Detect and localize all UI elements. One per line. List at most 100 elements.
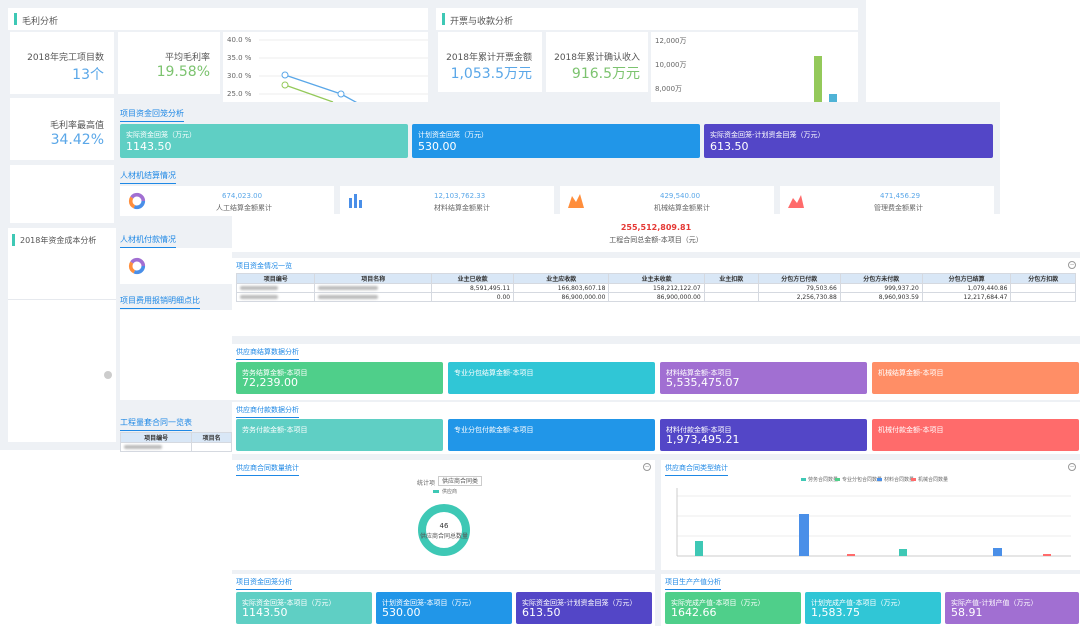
material-title: 人材机结算情况 bbox=[120, 170, 176, 184]
col-header: 业主应收款 bbox=[513, 273, 610, 284]
settle-tile-2-label: 专业分包结算金额-本项目 bbox=[454, 369, 534, 377]
pay-tile-3-label: 材料付款金额-本项目 bbox=[666, 426, 732, 434]
max-label: 毛利率最高值 bbox=[49, 121, 104, 131]
invoice-total-value: 1,053.5万元 bbox=[450, 66, 532, 82]
fund-tile-2-value: 530.00 bbox=[418, 140, 457, 153]
completed-label: 2018年完工项目数 bbox=[27, 53, 104, 63]
settle-tile-3: 材料结算金额-本项目 5,535,475.07 bbox=[660, 362, 867, 394]
table-cell: 1,079,440.86 bbox=[921, 283, 1012, 293]
pay-tile-3-value: 1,973,495.21 bbox=[666, 433, 740, 446]
settle-tile-4: 机械结算金额-本项目 bbox=[872, 362, 1079, 394]
contract-type-select[interactable]: 供应商合同类 bbox=[438, 476, 483, 486]
max-card: 毛利率最高值 34.42% bbox=[10, 98, 114, 160]
donut-chart bbox=[418, 504, 470, 556]
fc2-tile-2-value: 530.00 bbox=[382, 606, 421, 619]
material-item-4: 471,456.29 管理费金额累计 bbox=[780, 186, 994, 216]
material-1-value: 674,023.00 bbox=[222, 192, 263, 200]
collapse-icon[interactable]: − bbox=[1068, 261, 1076, 269]
col-header: 业主扣款 bbox=[703, 273, 759, 284]
legend-swatch bbox=[801, 478, 806, 481]
fund-tile-1: 实际资金回笼（万元） 1143.50 bbox=[120, 124, 408, 158]
fc2-tile-3-label: 实际资金回笼-计划资金回笼（万元） bbox=[522, 599, 637, 607]
table-cell: 86,900,000.00 bbox=[513, 292, 610, 302]
col-header: 分包方扣款 bbox=[1010, 273, 1076, 284]
cost-title: 2018年资金成本分析 bbox=[20, 236, 97, 245]
supplier-settle-panel: 供应商结算数据分析 劳务结算金额-本项目 72,239.00 专业分包结算金额-本… bbox=[232, 344, 1080, 400]
legend-swatch bbox=[835, 478, 840, 481]
out-tile-3-label: 实际产值-计划产值（万元） bbox=[951, 599, 1038, 607]
table-cell bbox=[119, 442, 193, 452]
inv-ytick-3: 8,000万 bbox=[655, 85, 683, 93]
blank-card bbox=[10, 165, 114, 223]
fund-tile-3: 实际资金回笼-计划资金回笼（万元） 613.50 bbox=[704, 124, 993, 158]
contract-table: 项目编号 项目名 bbox=[119, 432, 232, 452]
fund-tile-1-label: 实际资金回笼（万元） bbox=[126, 131, 196, 139]
table-cell bbox=[703, 283, 759, 293]
fc2-tile-3-value: 613.50 bbox=[522, 606, 561, 619]
table-cell: 2,256,730.88 bbox=[757, 292, 841, 302]
col-header: 分包方已付款 bbox=[757, 273, 841, 284]
col-header: 项目名称 bbox=[314, 273, 433, 284]
donut-value: 46 bbox=[439, 522, 449, 530]
table-cell: 999,937.20 bbox=[839, 283, 923, 293]
settle-tile-4-label: 机械结算金额-本项目 bbox=[878, 369, 944, 377]
confirm-value: 916.5万元 bbox=[571, 66, 640, 82]
max-value: 34.42% bbox=[50, 132, 104, 148]
gross-chart: 40.0 % 35.0 % 30.0 % 25.0 % bbox=[223, 32, 428, 102]
fund-tile-3-value: 613.50 bbox=[710, 140, 749, 153]
pay-card bbox=[120, 248, 232, 284]
fund-tile-2-label: 计划资金回笼（万元） bbox=[418, 131, 488, 139]
fund-collect-title: 项目资金回笼分析 bbox=[120, 108, 184, 122]
area-chart-icon bbox=[568, 194, 584, 208]
legend-label: 专业分包合同数量 bbox=[842, 477, 883, 483]
table-row[interactable]: 8,591,495.11 166,803,607.18 158,212,122.… bbox=[235, 283, 1076, 293]
table-cell: 8,591,495.11 bbox=[431, 283, 515, 293]
gross-line-chart bbox=[259, 39, 428, 102]
ytick-1: 40.0 % bbox=[227, 36, 252, 44]
fund-tile-1-value: 1143.50 bbox=[126, 140, 172, 153]
contract-type-panel: 供应商合同类型统计 − 劳务合同数量 专业分包合同数量 材料合同数量 机械合同数… bbox=[661, 460, 1080, 570]
material-2-label: 材料结算金额累计 bbox=[434, 204, 490, 212]
table-cell bbox=[235, 283, 316, 293]
material-item-1: 674,023.00 人工结算金额累计 bbox=[120, 186, 334, 216]
contract-title: 工程量套合同一览表 bbox=[120, 417, 192, 431]
collapse-icon[interactable]: − bbox=[1068, 463, 1076, 471]
project-total-bar: 255,512,809.81 工程合同总金额-本项目（元） bbox=[232, 214, 1080, 252]
pay-tile-4-label: 机械付款金额-本项目 bbox=[878, 426, 944, 434]
col-header: 项目编号 bbox=[235, 273, 316, 284]
pay-tile-1-label: 劳务付款金额-本项目 bbox=[242, 426, 308, 434]
settle-tile-1-value: 72,239.00 bbox=[242, 376, 298, 389]
reimb-title: 项目费用报销明细点比 bbox=[120, 295, 200, 309]
supplier-settle-title: 供应商结算数据分析 bbox=[236, 347, 299, 360]
table-cell: 8,960,903.59 bbox=[839, 292, 923, 302]
fc2-tile-1-label: 实际资金回笼-本项目（万元） bbox=[242, 599, 336, 607]
pay-tile-2-label: 专业分包付款金额-本项目 bbox=[454, 426, 534, 434]
legend-swatch bbox=[433, 490, 439, 493]
col-header: 业主已收款 bbox=[431, 273, 515, 284]
material-4-value: 471,456.29 bbox=[880, 192, 921, 200]
material-2-value: 12,103,762.33 bbox=[434, 192, 486, 200]
mountain-chart-icon bbox=[788, 195, 804, 208]
green-bar bbox=[814, 56, 822, 104]
table-row[interactable]: 0.00 86,900,000.00 86,900,000.00 2,256,7… bbox=[235, 292, 1076, 302]
stat-label: 统计项 bbox=[417, 480, 436, 487]
table-cell: 158,212,122.07 bbox=[608, 283, 705, 293]
out-tile-1: 实际完成产值-本项目（万元） 1642.66 bbox=[665, 592, 801, 624]
pay-title: 人材机付款情况 bbox=[120, 234, 176, 248]
bar-chart-icon bbox=[349, 194, 362, 208]
table-cell bbox=[703, 292, 759, 302]
ytick-3: 30.0 % bbox=[227, 72, 252, 80]
confirm-label: 2018年累计确认收入 bbox=[554, 53, 640, 63]
material-4-label: 管理费金额累计 bbox=[874, 204, 923, 212]
fc2-tile-3: 实际资金回笼-计划资金回笼（万元） 613.50 bbox=[516, 592, 652, 624]
inv-ytick-2: 10,000万 bbox=[655, 61, 687, 69]
contract-col-1: 项目编号 bbox=[119, 432, 193, 443]
table-cell: 12,217,684.47 bbox=[921, 292, 1012, 302]
collapse-icon[interactable]: − bbox=[643, 463, 651, 471]
col-header: 分包方未付款 bbox=[839, 273, 923, 284]
front-dashboard: 255,512,809.81 工程合同总金额-本项目（元） 项目资金情况一览 −… bbox=[232, 214, 1080, 626]
fc2-tile-2-label: 计划资金回笼-本项目（万元） bbox=[382, 599, 476, 607]
settle-tile-3-label: 材料结算金额-本项目 bbox=[666, 369, 732, 377]
legend-label: 材料合同数量 bbox=[884, 477, 915, 483]
fund-list-table: 项目编号 项目名称 业主已收款 业主应收款 业主未收款 业主扣款 分包方已付款 … bbox=[235, 273, 1076, 302]
